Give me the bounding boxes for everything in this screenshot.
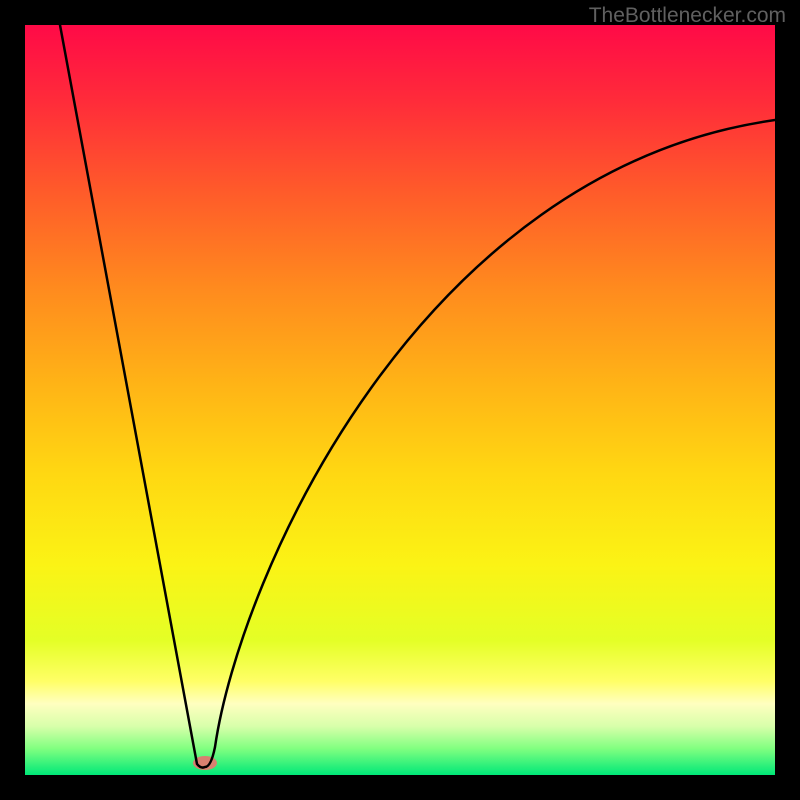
chart-container: TheBottlenecker.com: [0, 0, 800, 800]
chart-background-gradient: [25, 25, 775, 775]
watermark-text: TheBottlenecker.com: [589, 4, 786, 28]
chart-svg: [0, 0, 800, 800]
